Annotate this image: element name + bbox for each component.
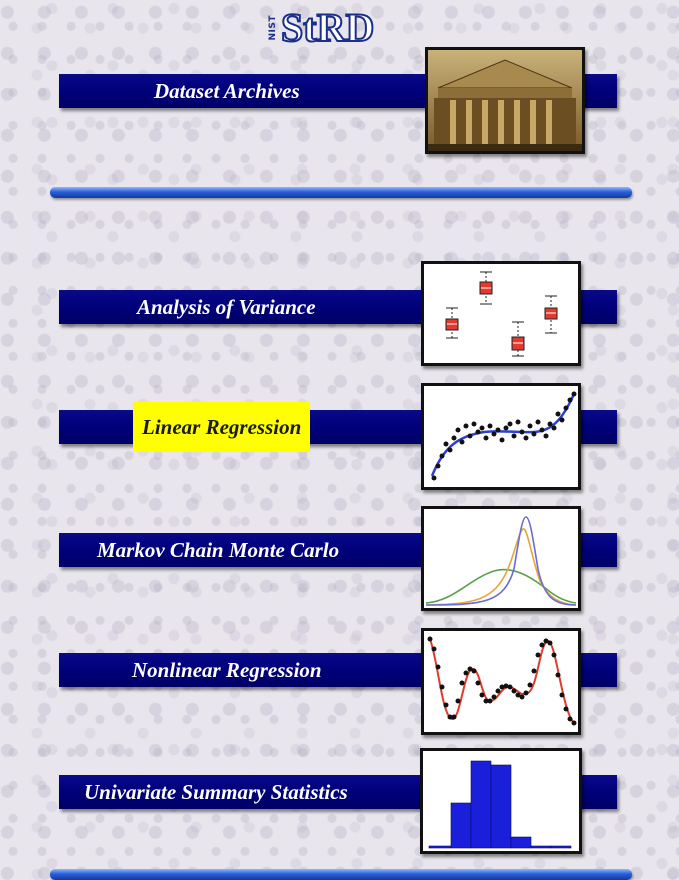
- nonlinear-graphic: [427, 636, 577, 726]
- logo-nist-text: NIST: [268, 15, 278, 41]
- nonlinear-regression-link[interactable]: Nonlinear Regression: [132, 658, 322, 682]
- univariate-link[interactable]: Univariate Summary Statistics: [84, 780, 348, 804]
- anova-link[interactable]: Analysis of Variance: [137, 295, 316, 319]
- linear-regression-link[interactable]: Linear Regression: [133, 402, 311, 452]
- divider-bottom: [50, 869, 632, 880]
- building-image: [428, 50, 582, 151]
- regression-scatter-icon[interactable]: [421, 383, 581, 490]
- logo-strd-text: StRD: [280, 5, 375, 50]
- boxplot-icon[interactable]: [421, 261, 581, 366]
- building-photo[interactable]: [425, 47, 585, 154]
- density-graphic: [425, 516, 577, 606]
- divider-top: [50, 187, 632, 198]
- mcmc-link[interactable]: Markov Chain Monte Carlo: [97, 538, 340, 562]
- histogram-graphic: [428, 760, 572, 849]
- histogram-icon[interactable]: [420, 748, 582, 854]
- nonlinear-fit-icon[interactable]: [421, 628, 581, 735]
- dataset-archives-link[interactable]: Dataset Archives: [154, 79, 300, 103]
- regression-graphic: [430, 391, 577, 481]
- density-curves-icon[interactable]: [421, 506, 581, 611]
- nist-strd-logo[interactable]: NIST StRD: [268, 5, 413, 50]
- boxplot-graphic: [445, 271, 558, 357]
